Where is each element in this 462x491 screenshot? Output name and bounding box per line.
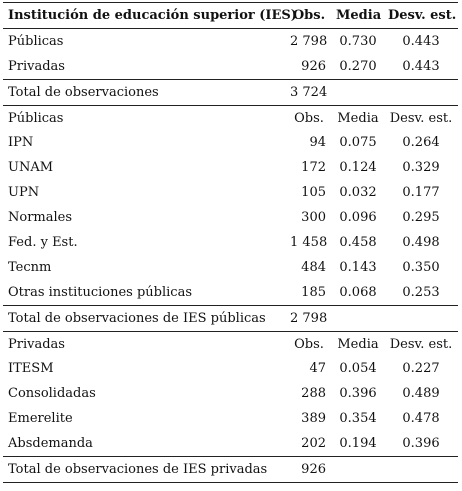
publicas-row: IPN 94 0.075 0.264 — [3, 130, 458, 155]
row-label: Emerelite — [8, 411, 73, 427]
row-obs: 47 — [309, 361, 326, 377]
row-desv: 0.295 — [402, 210, 440, 226]
row-media: 0.054 — [339, 361, 377, 377]
row-empty — [332, 78, 384, 106]
row-desv: 0.177 — [402, 185, 440, 201]
ies-statistics-table: Institución de educación superior (IES) … — [3, 2, 458, 483]
row-media: 0.194 — [339, 436, 377, 452]
row-media: 0.068 — [339, 284, 377, 300]
row-desv: 0.253 — [402, 284, 440, 300]
row-obs: 300 — [301, 210, 326, 226]
row-desv: 0.396 — [402, 436, 440, 452]
publicas-section-header: Públicas Obs. Media Desv. est. — [3, 104, 458, 131]
publicas-row: Tecnm 484 0.143 0.350 — [3, 255, 458, 280]
publicas-row: Otras instituciones públicas 185 0.068 0.25… — [3, 280, 458, 305]
section-header-media: Media — [332, 104, 384, 131]
publicas-row: Fed. y Est. 1 458 0.458 0.498 — [3, 230, 458, 255]
row-label: Públicas — [8, 33, 64, 49]
row-media: 0.270 — [339, 58, 377, 74]
row-label: Absdemanda — [8, 436, 93, 452]
publicas-row: UPN 105 0.032 0.177 — [3, 180, 458, 205]
section-header-desv: Desv. est. — [384, 330, 458, 357]
row-media: 0.075 — [339, 135, 377, 151]
row-desv: 0.329 — [402, 160, 440, 176]
row-label: UPN — [8, 185, 40, 201]
row-label: ITESM — [8, 361, 54, 377]
row-desv: 0.443 — [402, 33, 440, 49]
header-obs: Obs. — [286, 2, 332, 29]
row-media: 0.096 — [339, 210, 377, 226]
row-desv: 0.478 — [402, 411, 440, 427]
row-label: IPN — [8, 135, 34, 151]
row-label: Normales — [8, 210, 73, 226]
publicas-row: Normales 300 0.096 0.295 — [3, 205, 458, 230]
summary-total-row: Total de observaciones 3 724 — [3, 78, 458, 106]
section-header-obs: Obs. — [286, 104, 332, 131]
row-obs: 2 798 — [290, 33, 328, 49]
privadas-row: Absdemanda 202 0.194 0.396 — [3, 431, 458, 456]
row-media: 0.124 — [339, 160, 377, 176]
row-obs: 926 — [301, 58, 326, 74]
row-empty — [384, 456, 458, 483]
row-label: Fed. y Est. — [8, 234, 78, 250]
summary-row: Públicas 2 798 0.730 0.443 — [3, 28, 458, 53]
row-obs: 172 — [301, 160, 326, 176]
row-desv: 0.489 — [402, 386, 440, 402]
row-label: Otras instituciones públicas — [8, 284, 192, 300]
header-media: Media — [332, 2, 384, 29]
section-header-obs: Obs. — [286, 330, 332, 357]
row-label: Consolidadas — [8, 386, 96, 402]
row-empty — [384, 304, 458, 332]
section-title: Privadas — [3, 330, 286, 357]
row-desv: 0.498 — [402, 234, 440, 250]
row-desv: 0.227 — [402, 361, 440, 377]
row-label: Tecnm — [8, 259, 52, 275]
row-label: UNAM — [8, 160, 54, 176]
row-label: Total de observaciones de IES públicas — [3, 304, 286, 332]
row-empty — [384, 78, 458, 106]
row-obs: 202 — [301, 436, 326, 452]
header-desv: Desv. est. — [384, 2, 458, 29]
row-media: 0.458 — [339, 234, 377, 250]
row-obs: 94 — [309, 135, 326, 151]
row-media: 0.032 — [339, 185, 377, 201]
row-label: Total de observaciones — [3, 78, 286, 106]
row-media: 0.396 — [339, 386, 377, 402]
row-media: 0.354 — [339, 411, 377, 427]
header-institution: Institución de educación superior (IES) — [3, 2, 297, 29]
publicas-row: UNAM 172 0.124 0.329 — [3, 155, 458, 180]
row-desv: 0.350 — [402, 259, 440, 275]
row-obs: 389 — [301, 411, 326, 427]
privadas-row: Emerelite 389 0.354 0.478 — [3, 406, 458, 431]
row-obs: 3 724 — [286, 78, 332, 106]
row-empty — [332, 304, 384, 332]
row-desv: 0.443 — [402, 58, 440, 74]
row-empty — [332, 456, 384, 483]
row-obs: 105 — [301, 185, 326, 201]
row-obs: 288 — [301, 386, 326, 402]
summary-row: Privadas 926 0.270 0.443 — [3, 54, 458, 79]
row-desv: 0.264 — [402, 135, 440, 151]
row-obs: 185 — [301, 284, 326, 300]
row-media: 0.143 — [339, 259, 377, 275]
row-media: 0.730 — [339, 33, 377, 49]
row-label: Privadas — [8, 58, 65, 74]
privadas-row: Consolidadas 288 0.396 0.489 — [3, 381, 458, 406]
section-title: Públicas — [3, 104, 286, 131]
row-obs: 2 798 — [286, 304, 332, 332]
row-obs: 484 — [301, 259, 326, 275]
row-label: Total de observaciones de IES privadas — [3, 456, 286, 483]
row-obs: 926 — [286, 456, 332, 483]
section-header-desv: Desv. est. — [384, 104, 458, 131]
section-header-media: Media — [332, 330, 384, 357]
privadas-total-row: Total de observaciones de IES privadas 92… — [3, 456, 458, 483]
row-obs: 1 458 — [290, 234, 328, 250]
table-header-row: Institución de educación superior (IES) … — [3, 2, 458, 29]
privadas-row: ITESM 47 0.054 0.227 — [3, 356, 458, 381]
privadas-section-header: Privadas Obs. Media Desv. est. — [3, 330, 458, 357]
publicas-total-row: Total de observaciones de IES públicas 2 … — [3, 304, 458, 332]
